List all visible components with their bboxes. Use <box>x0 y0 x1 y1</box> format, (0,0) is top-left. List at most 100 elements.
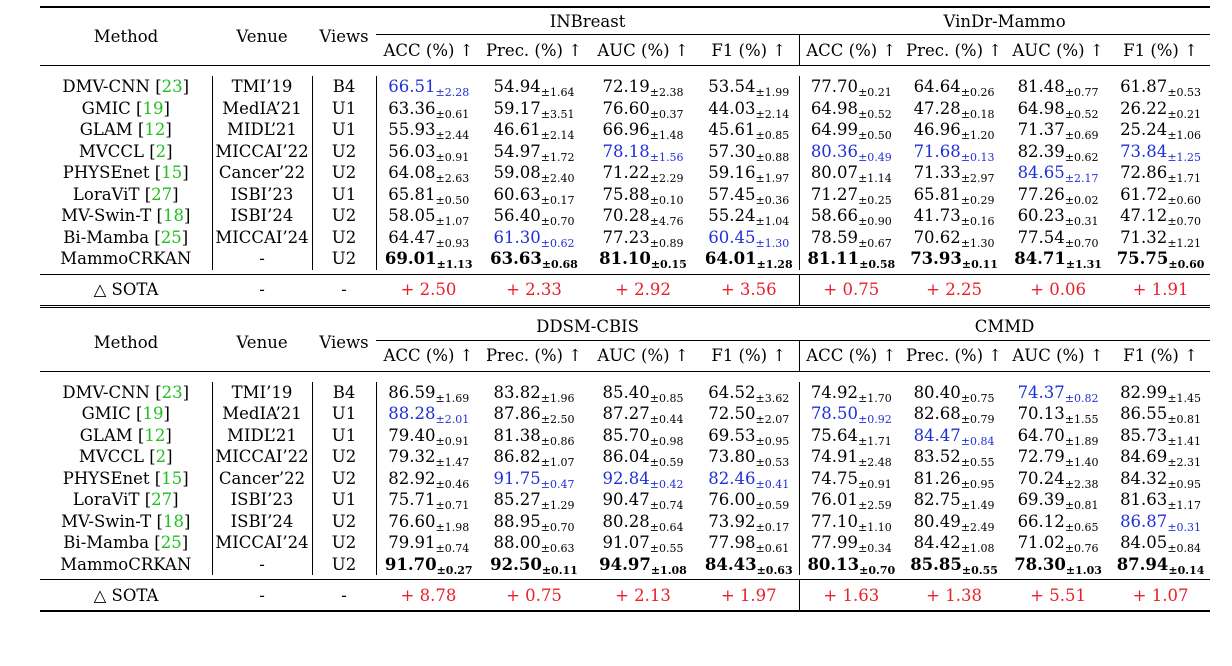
citation-link[interactable]: 18 <box>162 511 184 531</box>
metric-value: 58.66 <box>810 206 859 226</box>
citation-link[interactable]: 27 <box>151 184 173 204</box>
metric-std: ±1.48 <box>649 129 684 143</box>
metric-cell: 86.59±1.69 <box>376 382 481 404</box>
metric-value: 84.47 <box>913 425 961 445</box>
metric-value: 82.75 <box>913 490 961 510</box>
metric-std: ±1.71 <box>1167 172 1202 186</box>
metric-std: ±0.85 <box>755 129 790 143</box>
metric-std: ±2.97 <box>960 172 995 186</box>
metric-cell: 81.38±0.86 <box>481 425 587 447</box>
metric-value: 63.63 <box>490 249 542 269</box>
method-name: MV-Swin-T <box>61 511 152 531</box>
metric-value: 80.13 <box>807 554 860 574</box>
metric-std: ±2.38 <box>1064 477 1099 491</box>
citation-link[interactable]: 19 <box>142 98 164 118</box>
metric-cell: 80.40±0.75 <box>903 382 1005 404</box>
venue-cell: - <box>212 248 313 270</box>
metric-value: 85.73 <box>1120 425 1168 445</box>
metric-cell: 75.71±0.71 <box>376 489 481 511</box>
metric-cell: 84.43±0.63 <box>699 553 800 576</box>
header-row-metrics: ACC (%) ↑ Prec. (%) ↑ AUC (%) ↑ F1 (%) ↑ ACC… <box>40 34 1210 66</box>
metric-std: ±0.70 <box>540 520 575 534</box>
method-name-cell: LoraViT [27] <box>40 489 213 511</box>
metric-cell: 64.52±3.62 <box>699 381 800 404</box>
metric-cell: 57.30±0.88 <box>699 140 800 164</box>
metric-value: 75.88 <box>602 184 650 204</box>
metric-value: 26.22 <box>1120 98 1168 118</box>
metric-cell: 60.23±0.31 <box>1005 205 1111 227</box>
views-cell: U2 <box>312 553 377 575</box>
metric-std: ±0.92 <box>858 413 892 427</box>
citation-link[interactable]: 12 <box>144 120 166 140</box>
metric-cell: 80.49±2.49 <box>903 511 1005 533</box>
citation-link[interactable]: 27 <box>151 490 173 510</box>
metric-cell: 64.08±2.63 <box>376 162 481 184</box>
metric-value: 44.03 <box>708 98 756 118</box>
citation-link[interactable]: 23 <box>161 77 183 97</box>
citation-link[interactable]: 23 <box>161 382 183 402</box>
citation-link[interactable]: 12 <box>144 425 166 445</box>
metric-value: 59.16 <box>708 163 756 183</box>
metric-std: ±0.26 <box>960 86 995 100</box>
metric-cell: 63.36±0.61 <box>376 98 481 120</box>
venue-cell: Cancer’22 <box>212 162 313 184</box>
citation-link[interactable]: 19 <box>142 404 164 424</box>
table-row-sota: △ SOTA - - + 8.78 + 0.75 + 2.13 + 1.97 + 1.63 + … <box>40 579 1211 612</box>
metric-std: ±0.53 <box>755 456 790 470</box>
metric-cell: 71.27±0.25 <box>799 184 903 206</box>
metric-value: 72.86 <box>1120 163 1168 183</box>
citation-link[interactable]: 15 <box>161 468 183 488</box>
metric-value: 77.10 <box>810 511 859 531</box>
metric-std: ±0.95 <box>1167 477 1202 491</box>
citation-link[interactable]: 25 <box>160 227 182 247</box>
metric-value: 80.49 <box>913 511 961 531</box>
metric-cell: 59.17±3.51 <box>481 98 587 120</box>
metric-cell: 81.63±1.17 <box>1111 489 1210 511</box>
metric-value: 74.91 <box>810 447 859 467</box>
dataset-header: DDSM-CBIS <box>376 313 800 341</box>
metric-cell: 85.85±0.55 <box>903 554 1005 576</box>
method-name: PHYSEnet <box>62 468 150 488</box>
metric-cell: 71.22±2.29 <box>587 162 699 184</box>
method-name-cell: Bi-Mamba [25] <box>40 226 213 248</box>
metric-value: 70.13 <box>1017 404 1065 424</box>
metric-header: ACC (%) ↑ <box>383 40 474 60</box>
metric-cell: 73.84±1.25 <box>1111 141 1210 163</box>
metric-cell: 77.26±0.02 <box>1005 184 1111 206</box>
citation-link[interactable]: 2 <box>155 447 167 467</box>
metric-value: 63.36 <box>388 98 436 118</box>
metric-cell: 56.03±0.91 <box>376 141 481 163</box>
metric-std: ±0.88 <box>755 150 790 164</box>
metric-cell: 65.81±0.29 <box>903 184 1005 206</box>
metric-std: ±1.17 <box>1167 499 1202 513</box>
metric-std: ±0.49 <box>858 150 892 164</box>
views-cell: U2 <box>312 248 377 270</box>
method-name: GMIC <box>81 98 131 118</box>
metric-std: ±1.03 <box>1065 563 1102 577</box>
citation-link[interactable]: 18 <box>162 206 184 226</box>
metric-value: 81.26 <box>913 468 961 488</box>
citation-link[interactable]: 25 <box>160 533 182 553</box>
metric-cell: 77.54±0.70 <box>1005 227 1111 249</box>
metric-std: ±0.62 <box>1064 150 1099 164</box>
method-name-cell: Bi-Mamba [25] <box>40 532 213 554</box>
views-cell: U1 <box>312 183 377 205</box>
metric-header: AUC (%) ↑ <box>1012 346 1104 365</box>
metric-std: ±1.89 <box>1064 434 1099 448</box>
metric-value: 77.99 <box>810 533 859 553</box>
metric-std: ±0.91 <box>858 477 892 491</box>
metric-value: 71.32 <box>1120 227 1168 247</box>
metric-std: ±0.18 <box>960 107 995 121</box>
metric-value: 57.30 <box>708 141 756 161</box>
venue-cell: ISBI’23 <box>212 489 313 511</box>
metric-value: 82.39 <box>1017 141 1065 161</box>
sota-gain: + 1.38 <box>903 579 1006 612</box>
venue-cell: ISBI’24 <box>212 510 313 532</box>
metric-std: ±0.14 <box>1168 563 1205 577</box>
metric-value: 75.71 <box>388 490 436 510</box>
metric-std: ±1.40 <box>1064 456 1099 470</box>
citation-link[interactable]: 15 <box>161 163 183 183</box>
metric-value: 61.72 <box>1120 184 1168 204</box>
citation-link[interactable]: 2 <box>155 141 167 161</box>
col-header-method: Method <box>93 332 159 352</box>
